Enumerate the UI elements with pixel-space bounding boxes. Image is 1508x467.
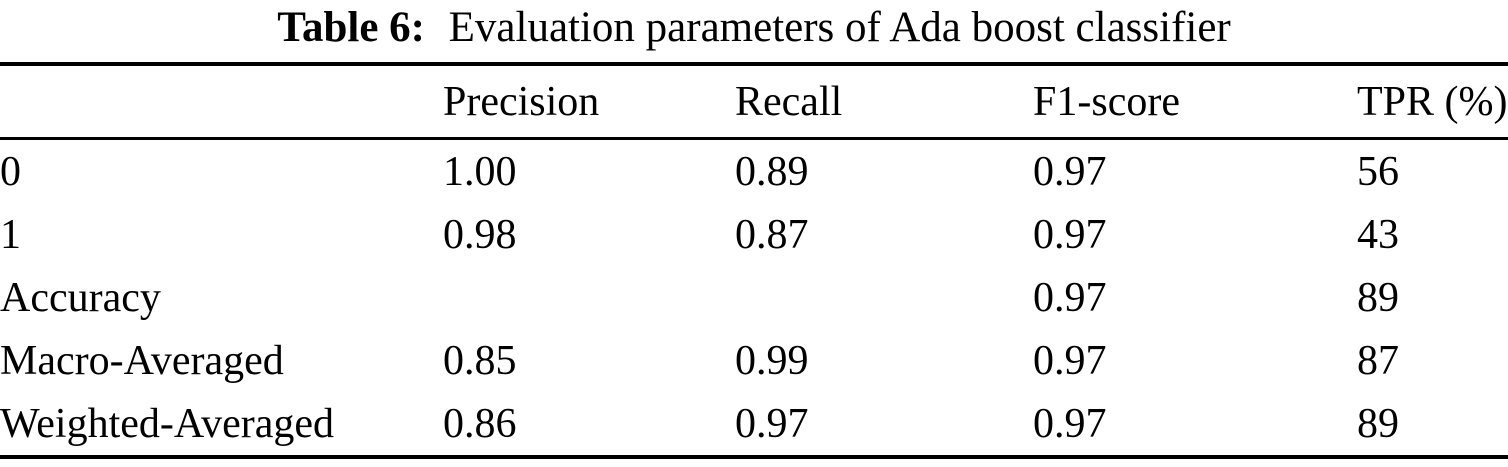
cell-recall: 0.99 xyxy=(735,337,809,384)
table-row: Macro-Averaged 0.85 0.99 0.97 87 xyxy=(0,329,1508,392)
row-label: Accuracy xyxy=(0,274,161,321)
cell-f1-score: 0.97 xyxy=(1033,148,1107,195)
header-cell-f1-score: F1-score xyxy=(1033,64,1357,140)
table-caption: Table 6: Evaluation parameters of Ada boo… xyxy=(0,0,1508,62)
table-row: Weighted-Averaged 0.86 0.97 0.97 89 xyxy=(0,392,1508,457)
cell-f1-score: 0.97 xyxy=(1033,400,1107,447)
row-label: 0 xyxy=(0,148,21,195)
cell-tpr: 89 xyxy=(1357,274,1399,321)
cell-precision: 0.86 xyxy=(443,400,517,447)
cell-recall: 0.97 xyxy=(735,400,809,447)
cell-f1-score: 0.97 xyxy=(1033,337,1107,384)
caption-label: Table 6: xyxy=(277,4,425,51)
cell-recall xyxy=(735,266,1033,329)
cell-recall: 0.87 xyxy=(735,211,809,258)
evaluation-table: Precision Recall F1-score TPR (%) 0 1.00… xyxy=(0,62,1508,459)
row-label: 1 xyxy=(0,211,21,258)
cell-f1-score: 0.97 xyxy=(1033,211,1107,258)
cell-precision: 0.98 xyxy=(443,211,517,258)
caption-text: Evaluation parameters of Ada boost class… xyxy=(448,4,1231,51)
table-row: Accuracy 0.97 89 xyxy=(0,266,1508,329)
header-cell-tpr: TPR (%) xyxy=(1357,64,1508,140)
header-row: Precision Recall F1-score TPR (%) xyxy=(0,64,1508,140)
cell-tpr: 87 xyxy=(1357,337,1399,384)
row-label: Macro-Averaged xyxy=(0,337,284,384)
cell-recall: 0.89 xyxy=(735,148,809,195)
cell-precision: 0.85 xyxy=(443,337,517,384)
cell-tpr: 56 xyxy=(1357,148,1399,195)
cell-precision: 1.00 xyxy=(443,148,517,195)
header-cell-recall: Recall xyxy=(735,64,1033,140)
cell-precision xyxy=(443,266,735,329)
row-label: Weighted-Averaged xyxy=(0,400,335,447)
table-row: 0 1.00 0.89 0.97 56 xyxy=(0,139,1508,204)
cell-f1-score: 0.97 xyxy=(1033,274,1107,321)
table-row: 1 0.98 0.87 0.97 43 xyxy=(0,203,1508,266)
cell-tpr: 89 xyxy=(1357,400,1399,447)
header-cell-metric xyxy=(0,64,443,140)
cell-tpr: 43 xyxy=(1357,211,1399,258)
header-cell-precision: Precision xyxy=(443,64,735,140)
